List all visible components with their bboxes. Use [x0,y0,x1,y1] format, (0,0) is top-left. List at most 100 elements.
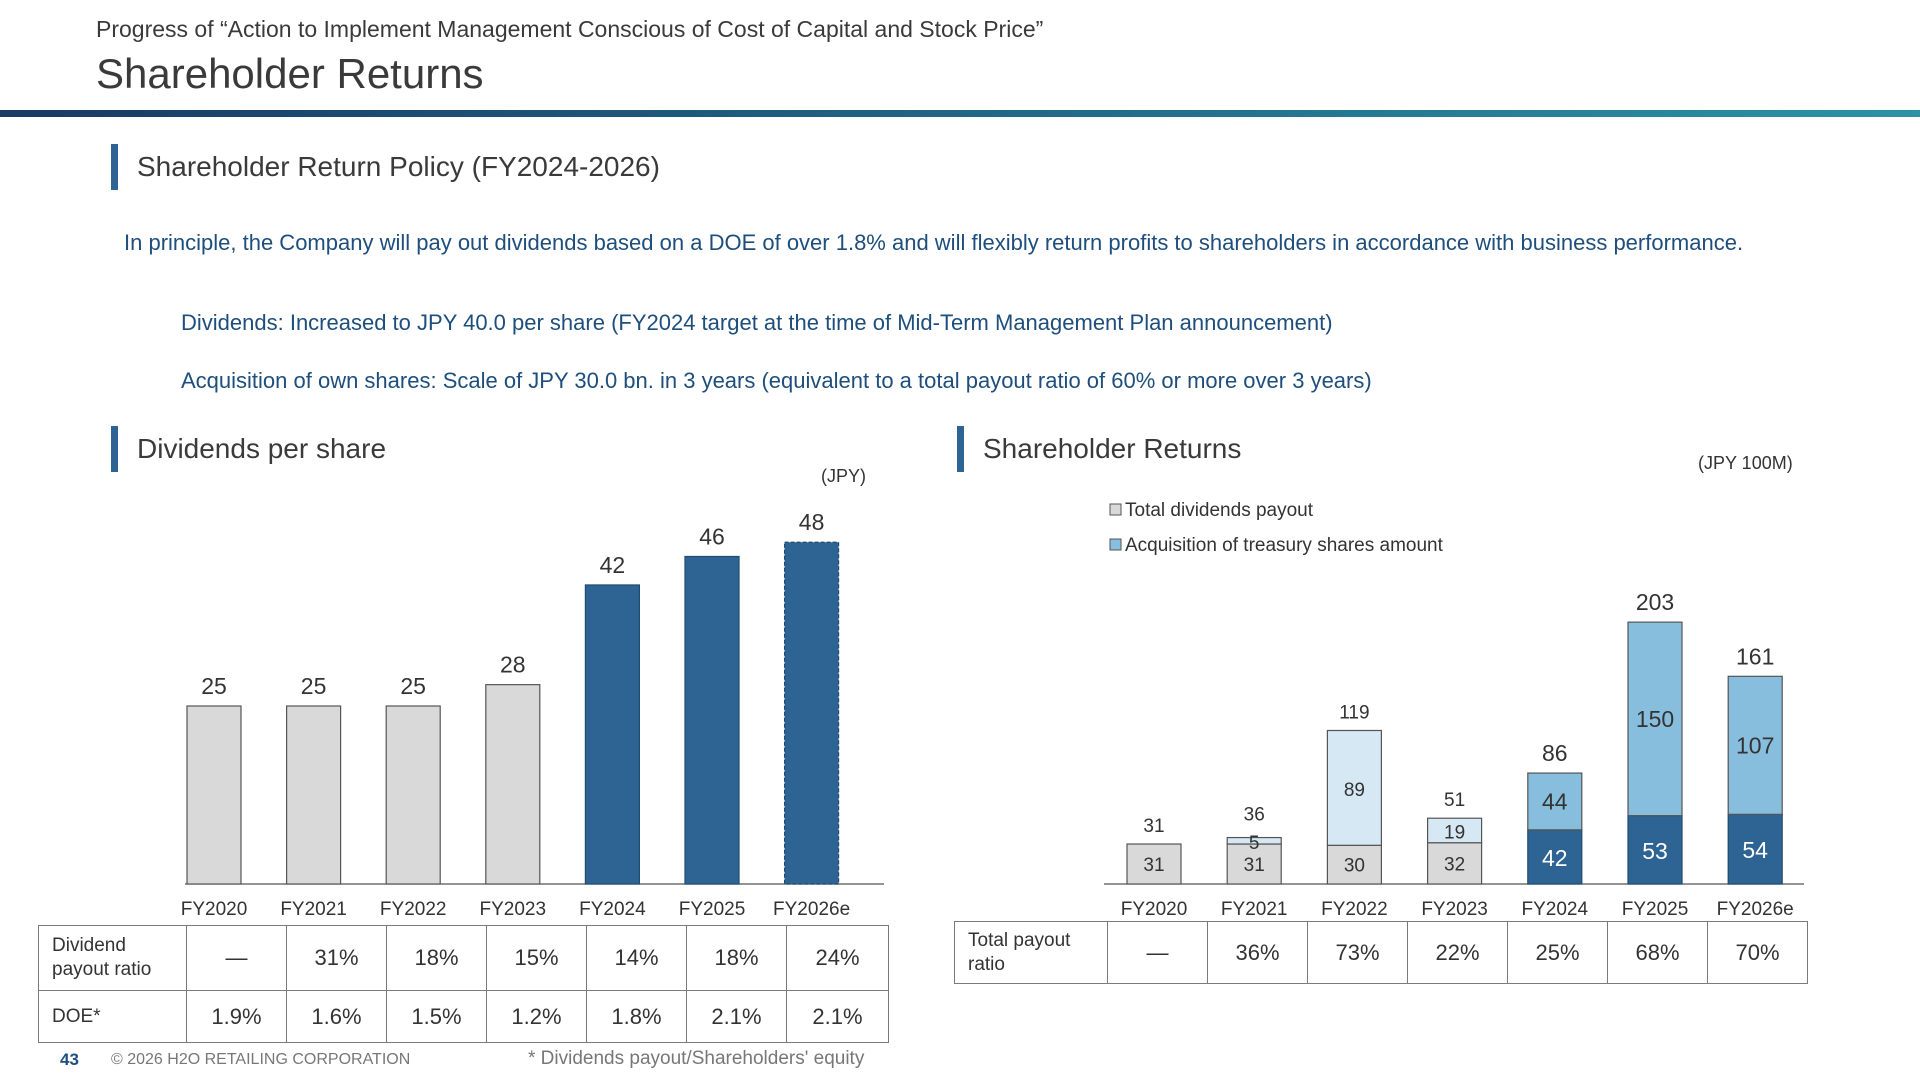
bar [684,555,740,885]
total-label: 161 [1736,643,1774,669]
table-cell: 2.1% [686,990,787,1043]
section-marker [111,426,118,472]
bar [783,541,840,885]
x-tick-label: FY2026e [1717,899,1794,920]
total-label: 51 [1444,790,1465,811]
x-tick-label: FY2024 [1522,899,1589,920]
segment-label: 30 [1344,856,1365,877]
table-cell: 22% [1407,921,1508,984]
table-cell: 1.9% [186,990,287,1043]
dividends-unit-label: (JPY) [821,466,866,486]
table-cell: 2.1% [786,990,889,1043]
returns-unit-label: (JPY 100M) [1698,453,1793,473]
table-cell: — [186,925,287,991]
x-tick-label: FY2022 [380,899,447,920]
bar-segment-buyback [1326,729,1383,846]
bar-segment-buyback [1627,621,1683,817]
table-cell: 1.8% [586,990,687,1043]
returns-table: Total payout ratio — 36% 73% 22% 25% 68%… [954,921,1808,984]
copyright: © 2026 H2O RETAILING CORPORATION [111,1051,411,1068]
table-cell: 1.6% [286,990,387,1043]
data-label: 46 [699,523,725,549]
segment-label: 107 [1736,732,1774,758]
total-label: 203 [1636,589,1674,615]
bar-segment-buyback [1727,675,1783,815]
x-tick-label: FY2023 [1421,899,1488,920]
bar [485,684,541,885]
policy-section-title: Shareholder Return Policy (FY2024-2026) [137,151,660,182]
table-row: Total payout ratio — 36% 73% 22% 25% 68%… [954,921,1808,984]
bar-segment-dividends [1326,844,1383,885]
table-cell: 14% [586,925,687,991]
bar-segment-buyback [1226,836,1282,845]
segment-label: 54 [1742,837,1768,863]
data-label: 28 [500,652,526,678]
table-cell: 36% [1207,921,1308,984]
segment-label: 150 [1636,706,1674,732]
table-cell: 15% [486,925,587,991]
x-tick-label: FY2022 [1321,899,1388,920]
legend-swatch-buyback [1109,538,1122,551]
table-cell: 1.5% [386,990,487,1043]
table-cell: 1.2% [486,990,587,1043]
bar-segment-dividends [1527,829,1583,885]
x-tick-label: FY2025 [1622,899,1689,920]
footnote: * Dividends payout/Shareholders' equity [528,1048,865,1069]
table-cell: 18% [386,925,487,991]
bar-segment-dividends [1627,815,1683,885]
x-tick-label: FY2025 [679,899,746,920]
segment-label: 31 [1143,855,1164,876]
section-marker [957,426,964,472]
x-tick-label: FY2020 [181,899,248,920]
table-cell: 31% [286,925,387,991]
bar [385,705,441,885]
total-label: 36 [1244,805,1265,826]
segment-label: 42 [1542,845,1568,871]
segment-label: 31 [1244,855,1265,876]
total-label: 31 [1143,816,1164,837]
bar-segment-dividends [1126,843,1182,885]
segment-label: 44 [1542,788,1568,814]
total-label: 119 [1339,702,1369,723]
bar [286,705,342,885]
dividends-table: Dividend payout ratio — 31% 18% 15% 14% … [38,925,889,1043]
bar-segment-dividends [1226,843,1282,885]
total-label: 86 [1542,740,1568,766]
x-tick-label: FY2021 [1221,899,1288,920]
bar [584,584,641,885]
page-title: Shareholder Returns [96,50,484,97]
bar-segment-buyback [1426,817,1483,844]
segment-label: 19 [1444,822,1465,843]
row-label: Total payout ratio [954,921,1108,984]
table-row: DOE* 1.9% 1.6% 1.5% 1.2% 1.8% 2.1% 2.1% [38,990,889,1043]
segment-label: 32 [1444,854,1465,875]
policy-item-dividends: Dividends: Increased to JPY 40.0 per sha… [181,310,1333,335]
table-cell: 70% [1707,921,1808,984]
table-cell: — [1107,921,1208,984]
legend-label: Total dividends payout [1125,500,1314,521]
x-tick-label: FY2020 [1121,899,1188,920]
data-label: 42 [600,552,626,578]
row-label: Dividend payout ratio [38,925,187,991]
data-label: 25 [400,673,426,699]
segment-label: 53 [1642,838,1668,864]
table-cell: 24% [786,925,889,991]
table-cell: 73% [1307,921,1408,984]
table-cell: 25% [1507,921,1608,984]
x-tick-label: FY2023 [480,899,547,920]
row-label: DOE* [38,990,187,1043]
dividends-section-title: Dividends per share [137,433,387,464]
data-label: 48 [799,509,825,535]
legend-label: Acquisition of treasury shares amount [1125,535,1444,556]
returns-section-title: Shareholder Returns [983,433,1242,464]
bar-segment-dividends [1426,842,1483,885]
legend-swatch-dividends [1109,503,1122,516]
data-label: 25 [301,673,327,699]
policy-paragraph: In principle, the Company will pay out d… [124,230,1744,255]
data-label: 25 [201,673,227,699]
page-subtitle: Progress of “Action to Implement Managem… [96,16,1044,42]
segment-label: 89 [1344,780,1365,801]
bar [186,705,242,885]
section-marker [111,144,118,190]
